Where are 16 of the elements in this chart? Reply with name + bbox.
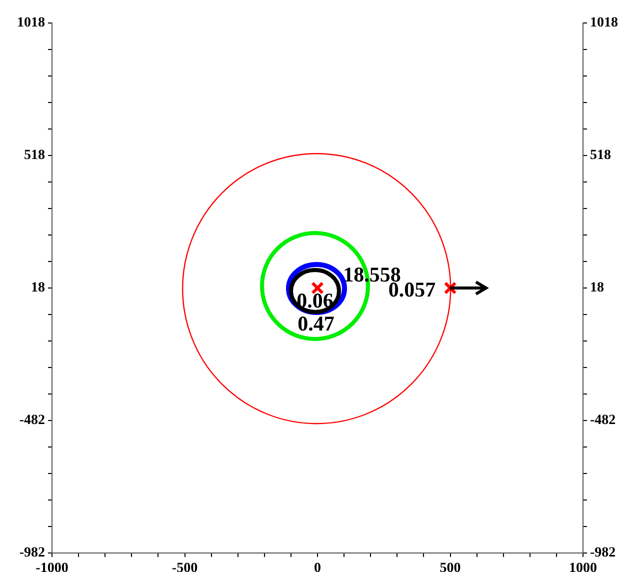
- y2-tick-label: -482: [590, 413, 616, 428]
- x-tick-label: 500: [440, 561, 461, 572]
- y2-tick-label: -982: [590, 546, 616, 561]
- y2-tick-label: 1018: [590, 16, 618, 31]
- y-tick-label: 1018: [17, 16, 45, 31]
- x-tick-label: 0: [314, 561, 321, 572]
- y-tick-label: 18: [31, 280, 45, 296]
- x-tick-label: -500: [172, 561, 198, 572]
- y-tick-label: -982: [19, 546, 45, 561]
- y2-tick-label: 518: [590, 148, 611, 164]
- y2-tick-label: 18: [590, 280, 604, 296]
- y-tick-label: -482: [19, 413, 45, 428]
- y-tick-label: 518: [24, 148, 45, 164]
- x-tick-label: -1000: [36, 561, 68, 572]
- x-tick-label: 1000: [569, 561, 597, 572]
- annotation: 0.47: [298, 311, 334, 336]
